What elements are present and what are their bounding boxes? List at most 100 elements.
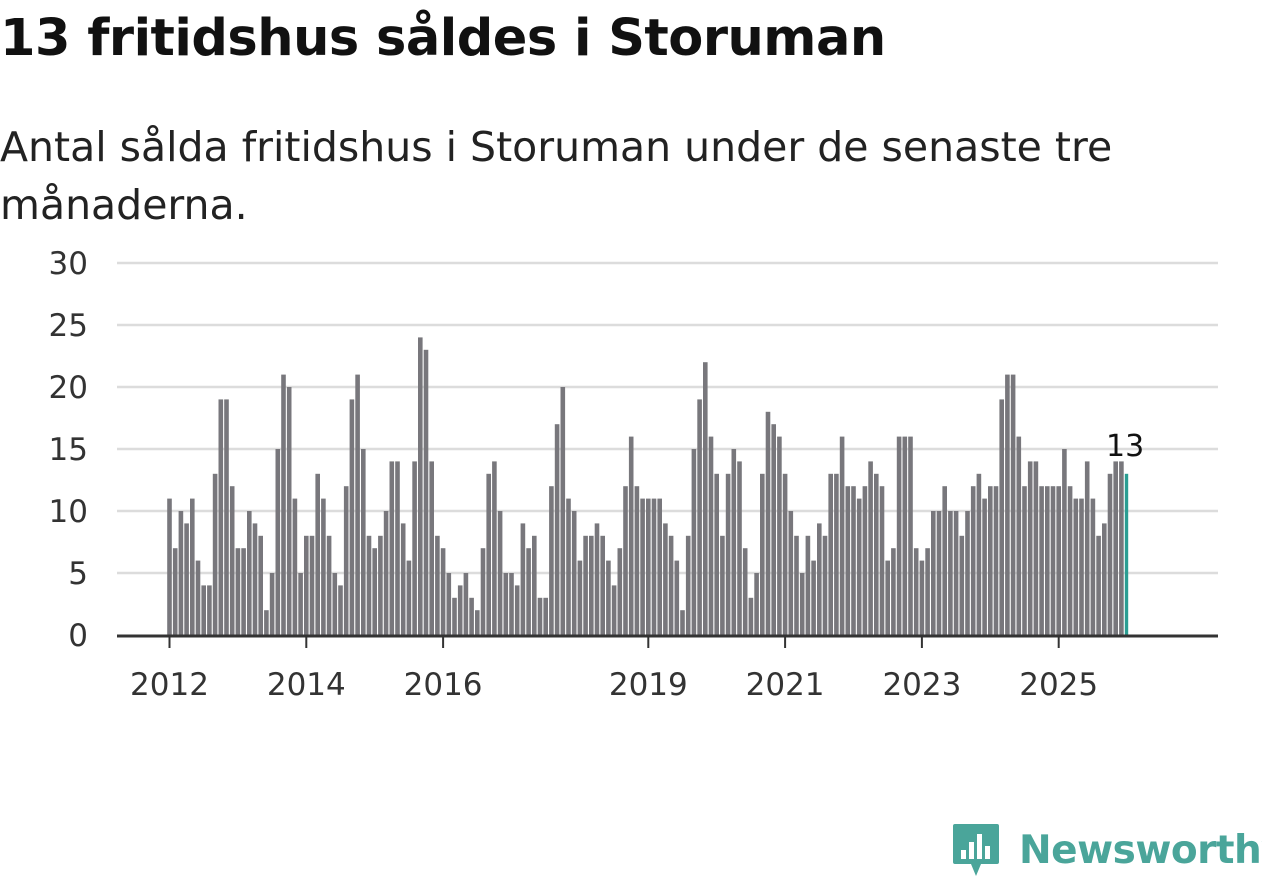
bar <box>993 486 999 635</box>
bar <box>378 535 383 635</box>
bar <box>1067 486 1073 635</box>
bar <box>646 498 651 635</box>
bar <box>885 560 890 635</box>
bar <box>1050 486 1056 635</box>
bar <box>748 597 754 635</box>
bar <box>822 535 828 635</box>
bar <box>839 436 845 635</box>
bar <box>634 486 640 635</box>
bar <box>720 535 725 635</box>
bar <box>1045 486 1050 635</box>
bar <box>383 511 389 635</box>
bar <box>919 560 925 635</box>
bar <box>269 573 275 635</box>
bar <box>680 610 685 635</box>
bar <box>1022 486 1027 635</box>
bar <box>292 498 298 635</box>
bar <box>1119 461 1124 635</box>
x-tick-label: 2014 <box>267 667 346 703</box>
bar <box>446 573 452 635</box>
bar <box>178 511 184 635</box>
x-tick-label: 2021 <box>746 667 825 703</box>
bar <box>532 535 537 635</box>
bar <box>1056 486 1061 635</box>
bar <box>218 399 224 635</box>
bar <box>708 436 714 635</box>
bar <box>577 560 583 635</box>
bar <box>674 560 680 635</box>
bar <box>606 560 611 635</box>
bar <box>737 461 742 635</box>
bar <box>469 597 474 635</box>
bar <box>1079 498 1084 635</box>
bar <box>247 511 252 635</box>
y-tick-label: 10 <box>49 494 88 530</box>
bar <box>190 498 195 635</box>
bar <box>258 535 263 635</box>
bar <box>794 535 799 635</box>
bar <box>571 511 577 635</box>
bar <box>868 461 873 635</box>
bar-highlight <box>1124 473 1129 635</box>
y-tick-label: 30 <box>49 246 88 282</box>
bar <box>902 436 908 635</box>
bar <box>298 573 303 635</box>
y-tick-label: 0 <box>68 618 88 654</box>
bar <box>754 573 759 635</box>
bar <box>765 411 771 635</box>
bar <box>184 523 189 635</box>
bar <box>777 436 782 635</box>
bar <box>663 523 668 635</box>
chart-title: 13 fritidshus såldes i Storuman <box>0 9 886 68</box>
bar <box>594 523 600 635</box>
bar <box>281 374 286 635</box>
bar <box>856 498 862 635</box>
bar <box>760 473 765 635</box>
bar <box>1062 449 1067 635</box>
bar <box>224 399 229 635</box>
bar <box>503 573 509 635</box>
newsworthy-logo-icon <box>953 824 999 876</box>
bar <box>828 473 833 635</box>
bar <box>982 498 987 635</box>
bar <box>913 548 919 635</box>
bar <box>537 597 543 635</box>
bar <box>429 461 434 635</box>
chart-subtitle: Antal sålda fritidshus i Storuman under … <box>0 123 1113 229</box>
bar <box>611 585 617 635</box>
bar <box>526 548 531 635</box>
bar <box>925 548 930 635</box>
bar <box>475 610 480 635</box>
bar <box>463 573 469 635</box>
bar <box>423 349 429 635</box>
bar <box>1033 461 1039 635</box>
bar <box>309 535 315 635</box>
bar <box>264 610 269 635</box>
bar <box>725 473 731 635</box>
bar <box>440 548 446 635</box>
bar <box>366 535 372 635</box>
bar <box>988 486 993 635</box>
bar <box>640 498 645 635</box>
bar <box>834 473 839 635</box>
bar <box>1096 535 1101 635</box>
y-tick-label: 20 <box>49 370 88 406</box>
bar <box>195 560 201 635</box>
bar <box>304 535 309 635</box>
bar <box>799 573 805 635</box>
bar <box>509 573 514 635</box>
bar <box>742 548 748 635</box>
bar <box>651 498 657 635</box>
bar <box>1039 486 1044 635</box>
bar <box>771 424 776 635</box>
bar <box>896 436 902 635</box>
bar <box>332 573 338 635</box>
bar <box>172 548 178 635</box>
bar <box>811 560 816 635</box>
bar <box>1027 461 1033 635</box>
bar <box>628 436 634 635</box>
bar <box>207 585 212 635</box>
bar <box>275 449 281 635</box>
bar <box>891 548 896 635</box>
newsworthy-logo: Newsworthy <box>951 818 1262 882</box>
